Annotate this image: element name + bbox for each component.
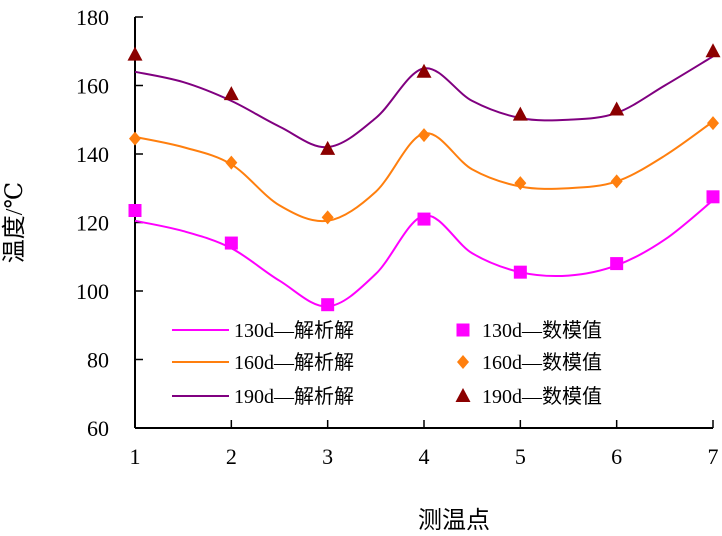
legend-label-4: 160d—数模值 (482, 351, 602, 374)
legend: 130d—解析解 160d—解析解 190d—解析解 130d—数模值 160d—数模值… (172, 319, 602, 408)
data-point-5-5 (609, 101, 625, 116)
y-tick-label: 60 (87, 416, 109, 441)
data-point-4-3 (418, 128, 430, 143)
data-point-4-6 (707, 116, 719, 131)
data-point-3-6 (706, 190, 720, 204)
data-point-3-1 (224, 236, 238, 250)
y-tick-label: 140 (76, 142, 109, 167)
data-point-3-3 (417, 212, 431, 226)
y-tick-label: 100 (76, 279, 109, 304)
data-point-4-4 (514, 176, 527, 191)
series-markers (127, 43, 721, 312)
legend-swatch-3 (456, 323, 470, 337)
x-tick-label: 5 (515, 444, 526, 469)
axes: 60 80 100 120 140 160 180 1 2 3 4 5 6 7 (76, 5, 719, 469)
x-tick-label: 3 (322, 444, 333, 469)
data-point-4-1 (225, 155, 238, 170)
legend-label-0: 130d—解析解 (234, 319, 354, 342)
legend-swatch-5 (455, 388, 471, 402)
x-tick-label: 1 (130, 444, 141, 469)
data-point-4-2 (321, 210, 334, 225)
data-point-3-2 (321, 298, 335, 312)
series-lines (134, 55, 714, 308)
data-point-5-0 (127, 46, 143, 61)
data-point-5-6 (705, 43, 721, 58)
legend-label-3: 130d—数模值 (482, 319, 602, 342)
x-tick-label: 6 (611, 444, 622, 469)
data-point-4-5 (610, 174, 623, 189)
data-point-4-0 (129, 131, 141, 146)
y-tick-label: 80 (87, 348, 109, 373)
data-point-5-4 (512, 106, 528, 121)
legend-swatch-4 (457, 355, 469, 369)
y-tick-label: 120 (76, 211, 109, 236)
y-tick-label: 180 (76, 5, 109, 30)
x-tick-label: 4 (419, 444, 430, 469)
data-point-5-2 (320, 140, 336, 155)
legend-label-5: 190d—数模值 (482, 385, 602, 408)
data-point-3-0 (128, 204, 142, 218)
y-axis-title: 温度/℃ (1, 182, 28, 264)
x-axis-title: 测温点 (418, 507, 490, 534)
data-point-3-5 (610, 257, 624, 271)
data-point-5-1 (223, 86, 239, 101)
x-tick-label: 7 (708, 444, 719, 469)
data-point-5-3 (416, 63, 432, 78)
legend-label-2: 190d—解析解 (234, 385, 354, 408)
y-tick-label: 160 (76, 74, 109, 99)
x-ticks: 1 2 3 4 5 6 7 (130, 420, 719, 469)
legend-label-1: 160d—解析解 (234, 351, 354, 374)
data-point-3-4 (513, 265, 527, 279)
y-ticks: 60 80 100 120 140 160 180 (76, 5, 143, 441)
x-tick-label: 2 (226, 444, 237, 469)
